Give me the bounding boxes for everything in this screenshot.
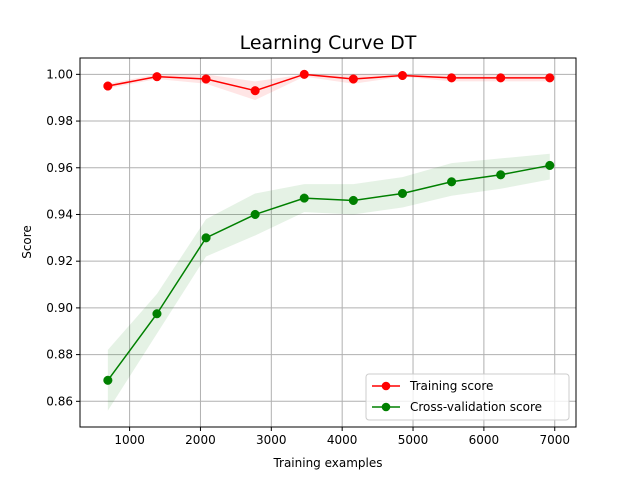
legend-marker — [381, 402, 391, 412]
x-tick-label: 6000 — [469, 433, 500, 447]
data-point — [397, 70, 408, 81]
x-tick-label: 4000 — [327, 433, 358, 447]
legend-box — [365, 373, 570, 421]
data-point — [299, 69, 309, 79]
data-point — [496, 73, 506, 83]
legend-label: Training score — [409, 379, 493, 393]
grid-lines — [80, 58, 576, 427]
data-point — [103, 81, 113, 91]
legend-marker — [381, 381, 391, 391]
series-line — [107, 164, 550, 381]
data-point — [397, 188, 408, 199]
data-point — [201, 74, 211, 84]
axis-ticks: 1000 2000 3000 4000 5000 6000 7000 0.86 0.88 0.90… — [46, 67, 570, 447]
data-point — [447, 177, 457, 187]
y-tick-label: 0.98 — [46, 114, 73, 128]
data-point — [299, 193, 309, 203]
y-axis-label: Score — [20, 225, 34, 259]
x-tick-label: 7000 — [539, 433, 570, 447]
confidence-band — [107, 74, 550, 101]
x-tick-label: 2000 — [185, 433, 216, 447]
y-tick-label: 0.96 — [46, 161, 73, 175]
x-tick-label: 1000 — [114, 433, 145, 447]
confidence-band — [107, 153, 550, 411]
data-point — [545, 160, 555, 170]
data-point — [250, 86, 260, 96]
x-tick-label: 5000 — [398, 433, 429, 447]
y-tick-label: 0.86 — [46, 394, 73, 408]
x-tick-label: 3000 — [256, 433, 287, 447]
x-axis-label: Training examples — [272, 456, 382, 470]
y-tick-label: 0.92 — [46, 254, 73, 268]
chart-title: Learning Curve DT — [240, 32, 417, 54]
confidence-bands — [107, 74, 550, 411]
series-points — [103, 69, 555, 385]
data-point — [152, 72, 162, 82]
data-point — [348, 74, 358, 84]
data-point — [250, 209, 260, 220]
series-line — [107, 73, 550, 92]
data-point — [545, 73, 555, 83]
data-point — [201, 233, 211, 243]
data-point — [152, 309, 162, 319]
data-point — [103, 375, 113, 385]
y-tick-label: 0.90 — [46, 301, 73, 315]
legend: Training score Cross-validation score — [365, 373, 570, 421]
series-lines — [107, 73, 550, 381]
data-point — [348, 195, 358, 206]
legend-label: Cross-validation score — [410, 400, 542, 414]
data-point — [447, 73, 457, 83]
y-tick-label: 0.94 — [46, 207, 73, 221]
data-point — [496, 170, 506, 180]
plot-frame — [79, 57, 577, 428]
y-tick-label: 0.88 — [46, 348, 73, 362]
y-tick-label: 1.00 — [46, 67, 73, 81]
